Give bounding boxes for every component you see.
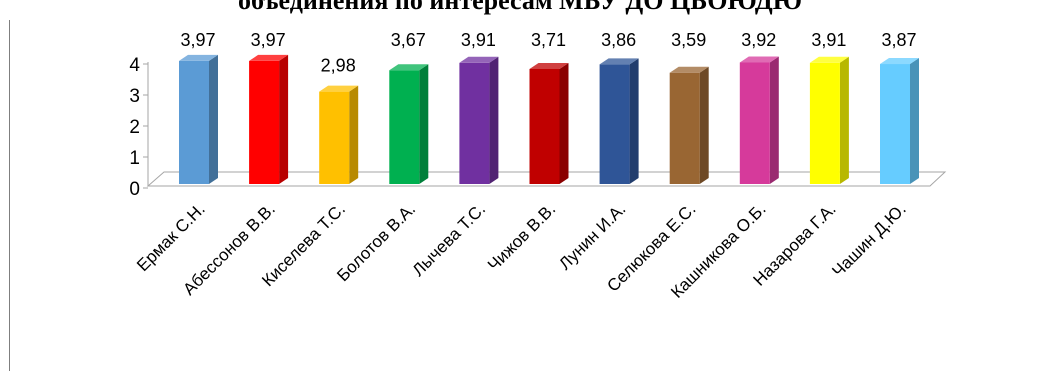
bar-top-face bbox=[389, 64, 429, 71]
bar bbox=[179, 54, 218, 185]
bar-front-face bbox=[459, 62, 490, 184]
bar-side-face bbox=[349, 85, 359, 184]
page-heading: объединения по интересам МБУ ДО ЦБОЮДЮ bbox=[238, 0, 802, 15]
bar bbox=[599, 58, 639, 185]
data-label: 3,87 bbox=[881, 30, 916, 50]
bar-side-face bbox=[910, 58, 919, 184]
bar-top-face bbox=[739, 56, 779, 63]
bar bbox=[249, 54, 289, 185]
chart-frame-edge bbox=[9, 20, 10, 371]
bar-top-face bbox=[599, 58, 639, 65]
bar-group bbox=[179, 54, 919, 185]
bar-front-face bbox=[739, 62, 770, 185]
bar-side-face bbox=[839, 56, 849, 184]
bar-front-face bbox=[669, 72, 700, 184]
bar bbox=[389, 64, 429, 184]
bar-front-face bbox=[880, 64, 910, 184]
bar-top-face bbox=[319, 85, 359, 92]
y-tick-label: 1 bbox=[129, 148, 140, 169]
y-tick-label: 4 bbox=[129, 55, 140, 76]
bar bbox=[319, 85, 359, 184]
category-label: Ермак С.Н. bbox=[133, 199, 209, 275]
bar-top-face bbox=[669, 66, 709, 73]
bar-side-face bbox=[209, 54, 218, 185]
bar-top-face bbox=[179, 54, 218, 61]
bar-side-face bbox=[279, 54, 289, 185]
data-label: 3,97 bbox=[180, 30, 215, 50]
bar-top-face bbox=[529, 62, 569, 69]
bar-front-face bbox=[179, 60, 209, 184]
bar-top-face bbox=[880, 58, 919, 65]
data-label: 3,86 bbox=[601, 30, 636, 50]
bar bbox=[739, 56, 779, 185]
y-tick-group: 0 1 2 3 4 bbox=[129, 55, 148, 200]
data-label: 3,71 bbox=[531, 30, 566, 50]
bar bbox=[880, 58, 919, 184]
bar-side-face bbox=[629, 58, 639, 185]
category-label: Чижов В.В. bbox=[484, 199, 559, 274]
bar-side-face bbox=[489, 56, 499, 184]
category-label: Лычева Т.С. bbox=[409, 199, 490, 280]
bar-top-face bbox=[249, 54, 289, 61]
category-label-group: Ермак С.Н.Абессонов В.В.Киселева Т.С.Бол… bbox=[133, 199, 910, 301]
data-label: 2,98 bbox=[321, 56, 356, 76]
y-tick-label: 2 bbox=[129, 117, 140, 138]
data-label: 3,91 bbox=[461, 30, 496, 50]
data-label: 3,97 bbox=[251, 30, 286, 50]
bar-front-face bbox=[249, 60, 280, 184]
bar-side-face bbox=[559, 62, 569, 184]
bar-front-face bbox=[599, 64, 630, 184]
bar bbox=[809, 56, 849, 184]
data-label: 3,67 bbox=[391, 30, 426, 50]
data-label-group: 3,97 3,97 2,98 3,67 3,91 3,71 3,86 3,59 3,92 3,91… bbox=[180, 30, 916, 76]
bar bbox=[459, 56, 499, 184]
bar-front-face bbox=[809, 62, 840, 184]
bar-side-face bbox=[699, 66, 709, 184]
y-tick-label: 3 bbox=[129, 86, 140, 107]
bar-side-face bbox=[419, 64, 429, 184]
category-label: Чашин Д.Ю. bbox=[828, 199, 909, 280]
data-label: 3,59 bbox=[671, 30, 706, 50]
bar-side-face bbox=[769, 56, 779, 185]
bar-top-face bbox=[459, 56, 499, 63]
bar-front-face bbox=[319, 91, 350, 184]
bar-front-face bbox=[529, 68, 560, 184]
bar bbox=[529, 62, 569, 184]
y-tick-label: 0 bbox=[129, 179, 140, 200]
bar-top-face bbox=[809, 56, 849, 63]
bar bbox=[669, 66, 709, 184]
data-label: 3,92 bbox=[741, 30, 776, 50]
bar-front-face bbox=[389, 70, 420, 184]
category-label: Лунин И.А. bbox=[555, 199, 629, 273]
data-label: 3,91 bbox=[811, 30, 846, 50]
